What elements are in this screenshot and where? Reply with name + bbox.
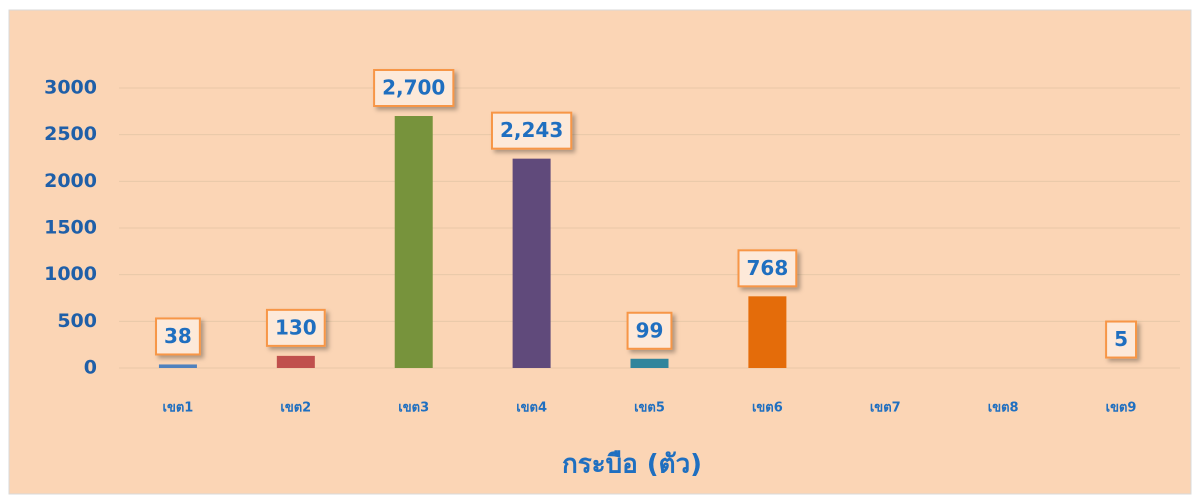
bar bbox=[748, 296, 787, 368]
data-label-box bbox=[626, 311, 673, 350]
bar bbox=[276, 355, 315, 368]
data-label: 130 bbox=[275, 315, 317, 339]
y-tick-label: 1000 bbox=[44, 263, 97, 285]
data-label-box bbox=[1105, 320, 1138, 359]
data-label-box bbox=[155, 317, 201, 356]
data-label: 38 bbox=[164, 324, 192, 348]
bar bbox=[512, 158, 551, 368]
x-tick-label: เขต1 bbox=[163, 401, 194, 416]
bar bbox=[158, 364, 197, 368]
data-label-box bbox=[373, 69, 455, 107]
x-tick-label: เขต8 bbox=[988, 401, 1019, 416]
x-tick-label: เขต3 bbox=[398, 401, 429, 416]
x-tick-label: เขต6 bbox=[752, 401, 783, 416]
data-label-box bbox=[265, 308, 326, 347]
data-label: 99 bbox=[636, 318, 664, 342]
y-tick-label: 3000 bbox=[44, 77, 97, 99]
chart-background bbox=[8, 9, 1192, 495]
y-tick-label: 1500 bbox=[44, 217, 97, 239]
data-label-box bbox=[737, 249, 798, 288]
x-tick-label: เขต7 bbox=[870, 401, 901, 416]
data-label: 2,243 bbox=[500, 118, 563, 142]
chart-title: กระบือ (ตัว) bbox=[562, 450, 702, 480]
x-tick-label: เขต5 bbox=[634, 401, 665, 416]
bar bbox=[394, 116, 433, 368]
y-tick-label: 0 bbox=[84, 357, 97, 379]
data-label-box bbox=[490, 111, 573, 150]
data-label: 768 bbox=[747, 256, 789, 280]
data-label: 2,700 bbox=[382, 76, 445, 100]
bar bbox=[630, 358, 669, 368]
data-label: 5 bbox=[1114, 327, 1128, 351]
y-tick-label: 2000 bbox=[44, 170, 97, 192]
x-tick-label: เขต4 bbox=[516, 401, 547, 416]
x-tick-label: เขต9 bbox=[1106, 401, 1137, 416]
x-tick-label: เขต2 bbox=[280, 401, 311, 416]
y-tick-label: 2500 bbox=[44, 123, 97, 145]
y-tick-label: 500 bbox=[57, 310, 97, 332]
